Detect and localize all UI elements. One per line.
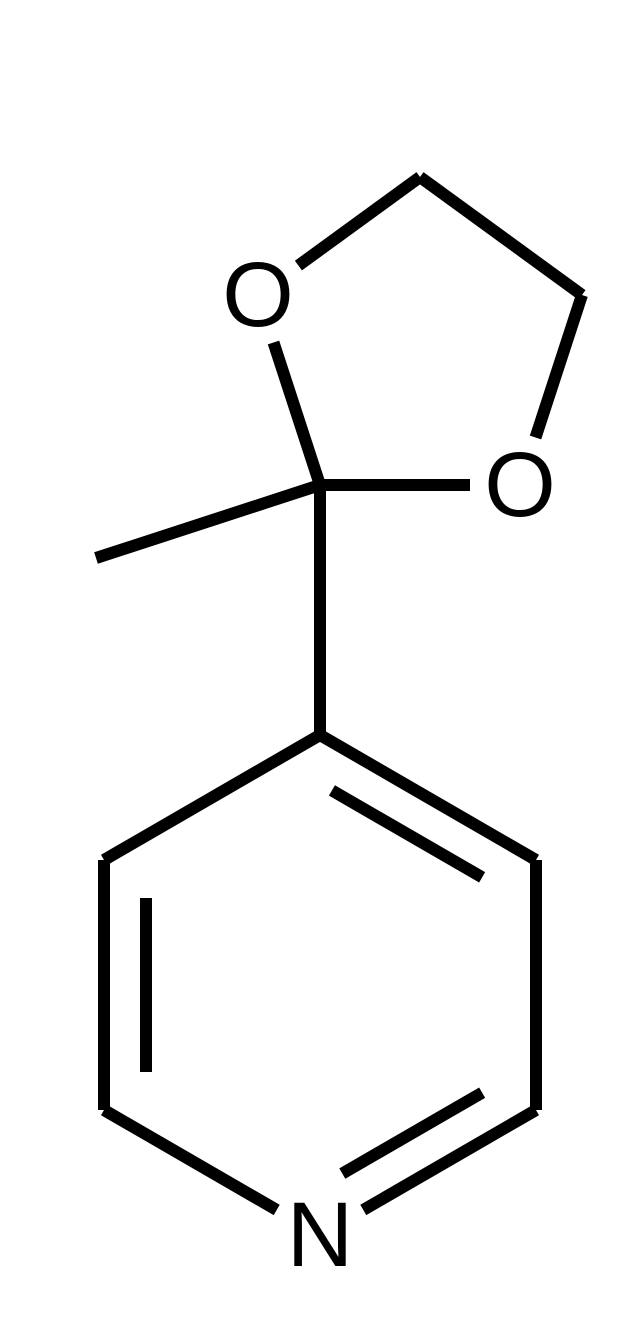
molecule-diagram: N O O xyxy=(0,0,640,1338)
atom-label-n: N xyxy=(287,1184,353,1286)
atom-label-o: O xyxy=(484,434,556,536)
bond-layer xyxy=(96,177,582,1210)
atom-label-o: O xyxy=(222,244,294,346)
